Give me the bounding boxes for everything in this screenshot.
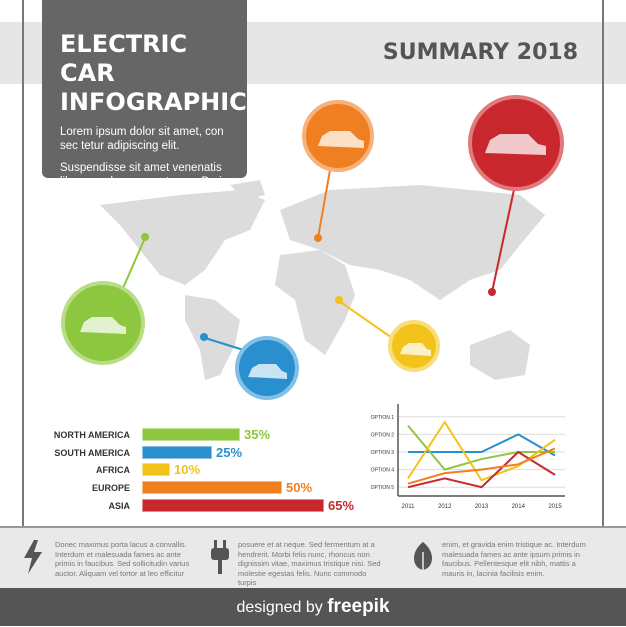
bar xyxy=(141,445,213,460)
car-icons xyxy=(80,131,546,379)
summary-title: SUMMARY 2018 xyxy=(382,40,578,65)
x-tick-label: 2015 xyxy=(548,504,562,510)
series-line xyxy=(407,447,556,485)
y-tick-label: OPTION 5 xyxy=(371,485,395,491)
x-tick-label: 2012 xyxy=(438,504,452,510)
x-tick-label: 2011 xyxy=(402,504,416,510)
bar xyxy=(141,498,325,513)
footer: Donec maximus porta lacus a convallis. I… xyxy=(0,526,626,590)
world-map xyxy=(100,180,545,380)
title: ELECTRIC CAR INFOGRAPHICS xyxy=(60,30,265,117)
title-line: INFOGRAPHICS xyxy=(60,88,265,116)
value-label: 50% xyxy=(286,480,312,495)
bar xyxy=(141,462,171,477)
category-label: SOUTH AMERICA xyxy=(54,448,130,458)
y-tick-label: OPTION 3 xyxy=(371,450,395,456)
value-label: 65% xyxy=(328,498,354,513)
credit-bar: designed by freepik xyxy=(0,588,626,626)
category-label: ASIA xyxy=(108,501,130,511)
line-chart: OPTION 1 OPTION 2 OPTION 3 OPTION 4 OPTION 5… xyxy=(371,404,565,510)
footer-text: posuere et at neque. Sed fermentum at a … xyxy=(238,540,381,587)
series-line xyxy=(407,420,556,482)
title-line: ELECTRIC CAR xyxy=(60,30,188,87)
value-label: 10% xyxy=(174,462,200,477)
border-line xyxy=(602,0,604,526)
paragraph: Lorem ipsum dolor sit amet, con sec tetu… xyxy=(60,126,224,152)
bar-chart: NORTH AMERICA 35% SOUTH AMERICA 25% AFRICA 10… xyxy=(54,427,355,513)
value-label: 35% xyxy=(244,427,270,442)
y-tick-label: OPTION 1 xyxy=(371,415,395,421)
bar xyxy=(141,427,241,442)
footer-text: enim, et gravida enim tristique ac. Inte… xyxy=(442,540,586,578)
border-line xyxy=(22,0,24,526)
credit-text: designed by xyxy=(236,599,323,616)
map xyxy=(61,95,564,400)
value-label: 25% xyxy=(216,445,242,460)
bar xyxy=(141,480,283,495)
category-label: AFRICA xyxy=(96,465,130,475)
category-label: EUROPE xyxy=(92,483,130,493)
y-tick-label: OPTION 2 xyxy=(371,432,395,438)
category-label: NORTH AMERICA xyxy=(54,430,131,440)
series-line xyxy=(407,424,555,471)
leaf-icon xyxy=(413,542,433,572)
x-tick-label: 2013 xyxy=(475,504,489,510)
footer-text: Donec maximus porta lacus a convallis. I… xyxy=(55,540,190,578)
x-tick-label: 2014 xyxy=(512,504,526,510)
brand: freepik xyxy=(327,596,390,617)
plug-icon xyxy=(211,540,229,574)
bolt-icon xyxy=(24,540,42,574)
series-line xyxy=(408,433,556,457)
y-tick-label: OPTION 4 xyxy=(371,468,395,474)
header-box: ELECTRIC CAR INFOGRAPHICS Lorem ipsum dol… xyxy=(42,0,265,202)
